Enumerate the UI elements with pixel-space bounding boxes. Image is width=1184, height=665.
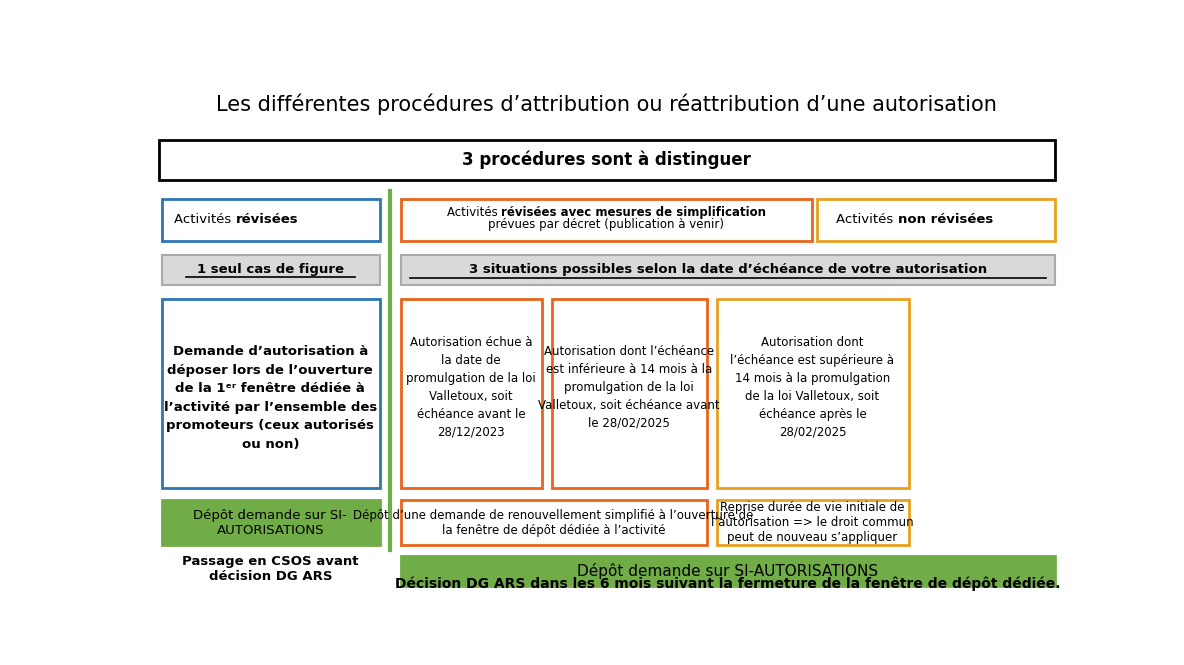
FancyBboxPatch shape xyxy=(401,500,707,545)
Text: Dépôt d’une demande de renouvellement simplifié à l’ouverture de
la fenêtre de d: Dépôt d’une demande de renouvellement si… xyxy=(354,509,754,537)
Text: Autorisation dont l’échéance
est inférieure à 14 mois à la
promulgation de la lo: Autorisation dont l’échéance est inférie… xyxy=(539,344,720,430)
FancyBboxPatch shape xyxy=(401,556,1055,587)
Text: non révisées: non révisées xyxy=(897,213,993,227)
Text: Autorisation dont
l’échéance est supérieure à
14 mois à la promulgation
de la lo: Autorisation dont l’échéance est supérie… xyxy=(731,336,894,438)
Text: révisées: révisées xyxy=(236,213,298,227)
FancyBboxPatch shape xyxy=(716,500,908,545)
FancyBboxPatch shape xyxy=(162,199,380,241)
Text: Activités: Activités xyxy=(836,213,897,227)
FancyBboxPatch shape xyxy=(162,255,380,285)
Text: prévues par décret (publication à venir): prévues par décret (publication à venir) xyxy=(488,218,725,231)
Text: Reprise durée de vie initiale de
l’autorisation => le droit commun
peut de nouve: Reprise durée de vie initiale de l’autor… xyxy=(712,501,914,544)
Text: Demande d’autorisation à
déposer lors de l’ouverture
de la 1ᵉʳ fenêtre dédiée à
: Demande d’autorisation à déposer lors de… xyxy=(163,345,377,451)
Text: Décision DG ARS dans les 6 mois suivant la fermeture de la fenêtre de dépôt dédi: Décision DG ARS dans les 6 mois suivant … xyxy=(395,576,1061,591)
FancyBboxPatch shape xyxy=(401,199,811,241)
Text: 3 situations possibles selon la date d’échéance de votre autorisation: 3 situations possibles selon la date d’é… xyxy=(469,263,986,277)
Text: Autorisation échue à
la date de
promulgation de la loi
Valletoux, soit
échéance : Autorisation échue à la date de promulga… xyxy=(406,336,536,438)
Text: 3 procédures sont à distinguer: 3 procédures sont à distinguer xyxy=(463,151,751,169)
FancyBboxPatch shape xyxy=(401,255,1055,285)
Text: Activités: Activités xyxy=(446,205,501,219)
Text: révisées avec mesures de simplification: révisées avec mesures de simplification xyxy=(501,205,766,219)
FancyBboxPatch shape xyxy=(162,500,380,545)
FancyBboxPatch shape xyxy=(162,299,380,488)
FancyBboxPatch shape xyxy=(716,299,908,488)
Text: Activités: Activités xyxy=(174,213,236,227)
Text: Dépôt demande sur SI-
AUTORISATIONS: Dépôt demande sur SI- AUTORISATIONS xyxy=(193,509,347,537)
Text: Passage en CSOS avant
décision DG ARS: Passage en CSOS avant décision DG ARS xyxy=(182,555,359,583)
FancyBboxPatch shape xyxy=(401,299,542,488)
FancyBboxPatch shape xyxy=(159,140,1055,180)
Text: Dépôt demande sur SI-AUTORISATIONS: Dépôt demande sur SI-AUTORISATIONS xyxy=(577,563,879,579)
Text: Les différentes procédures d’attribution ou réattribution d’une autorisation: Les différentes procédures d’attribution… xyxy=(217,94,997,115)
Text: 1 seul cas de figure: 1 seul cas de figure xyxy=(197,263,343,277)
FancyBboxPatch shape xyxy=(552,299,707,488)
FancyBboxPatch shape xyxy=(817,199,1055,241)
